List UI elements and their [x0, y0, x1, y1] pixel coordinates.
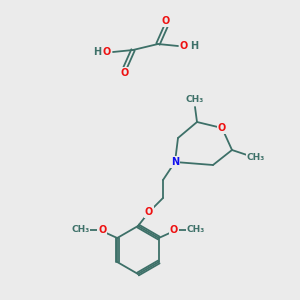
Text: O: O: [121, 68, 129, 78]
Text: CH₃: CH₃: [186, 95, 204, 104]
Text: O: O: [98, 225, 106, 235]
Text: O: O: [170, 225, 178, 235]
Text: O: O: [218, 123, 226, 133]
Text: CH₃: CH₃: [247, 154, 265, 163]
Text: O: O: [103, 47, 111, 57]
Text: O: O: [162, 16, 170, 26]
Text: O: O: [145, 207, 153, 217]
Text: H: H: [93, 47, 101, 57]
Text: N: N: [171, 157, 179, 167]
Text: CH₃: CH₃: [187, 226, 205, 235]
Text: O: O: [180, 41, 188, 51]
Text: CH₃: CH₃: [71, 226, 89, 235]
Text: H: H: [190, 41, 198, 51]
